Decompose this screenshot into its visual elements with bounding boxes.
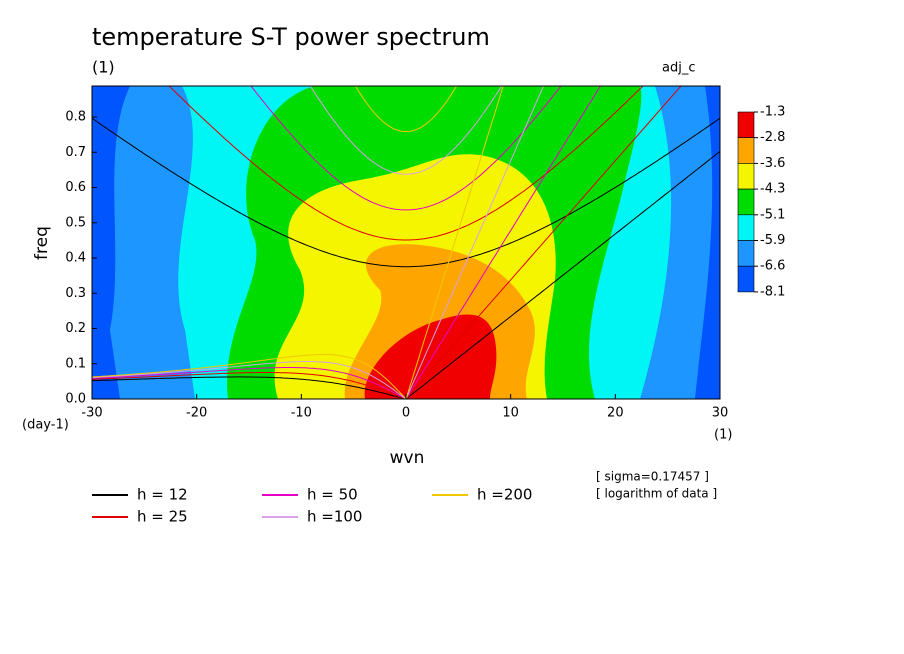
y-unit: (day-1) [22, 418, 69, 433]
x-axis-label: wvn [390, 448, 425, 468]
dispersion-curve [309, 86, 503, 175]
y-axis-label: freq [32, 226, 52, 260]
dispersion-curve [405, 86, 602, 399]
colorbar-label: -3.6 [760, 156, 785, 171]
y-tick-label: 0.1 [65, 356, 86, 371]
colorbar-label: -4.3 [760, 182, 785, 197]
colorbar-label: -5.1 [760, 207, 785, 222]
colorbar-label: -1.3 [760, 105, 785, 120]
overlay: h = 12 h = 25 h = 50 h =100 h =200 -30 -20 -10 0… [65, 85, 785, 526]
dispersion-curve [405, 86, 504, 399]
y-tick-label: 0.4 [65, 251, 86, 266]
chart-subtitle: (1) [92, 58, 115, 77]
legend-label: h =100 [307, 508, 362, 526]
y-tick-label: 0.7 [65, 145, 86, 160]
legend-label: h = 12 [137, 486, 188, 504]
dispersion-curve [92, 367, 407, 399]
y-tick-label: 0.5 [65, 215, 86, 230]
x-tick-label: 30 [712, 406, 729, 421]
colorbar-box [737, 111, 755, 139]
x-tick-label: -20 [186, 406, 207, 421]
y-tick-label: 0.0 [65, 392, 86, 407]
colorbar-box [737, 188, 755, 216]
dispersion-curve [168, 86, 644, 241]
dispersion-curve [405, 86, 545, 399]
note: [ sigma=0.17457 ] [596, 470, 709, 484]
x-tick-label: 0 [402, 406, 410, 421]
legend-label: h =200 [477, 486, 532, 504]
y-tick-label: 0.3 [65, 286, 86, 301]
contour-region [364, 314, 497, 399]
colorbar-label: -2.8 [760, 130, 785, 145]
dispersion-curve [405, 86, 682, 399]
colorbar-box [737, 240, 755, 267]
legend-label: h = 50 [307, 486, 358, 504]
y-tick-label: 0.6 [65, 180, 86, 195]
x-tick-label: -30 [81, 406, 102, 421]
dispersion-curve [92, 353, 407, 399]
colorbar-box [737, 265, 755, 293]
colorbar-box [737, 163, 755, 190]
experiment-label: adj_c [662, 61, 695, 76]
x-tick-label: -10 [291, 406, 312, 421]
legend-label: h = 25 [137, 508, 188, 526]
colorbar-box [737, 137, 755, 164]
y-tick-label: 0.8 [65, 110, 86, 125]
dispersion-curve [92, 372, 407, 399]
dispersion-curve [92, 376, 407, 399]
chart-title: temperature S-T power spectrum [92, 23, 490, 51]
dispersion-curve [354, 86, 458, 133]
note: [ logarithm of data ] [596, 487, 717, 501]
colorbar-box [737, 214, 755, 241]
dispersion-curve [250, 86, 562, 211]
x-unit: (1) [714, 428, 732, 443]
x-tick-label: 20 [607, 406, 624, 421]
colorbar-label: -6.6 [760, 259, 785, 274]
colorbar-label: -8.1 [760, 284, 785, 299]
plot-area [92, 86, 720, 399]
dispersion-curve [405, 151, 720, 399]
y-tick-label: 0.2 [65, 321, 86, 336]
dispersion-curve [92, 361, 407, 399]
x-tick-label: 10 [502, 406, 519, 421]
dispersion-curve [92, 117, 720, 268]
colorbar-label: -5.9 [760, 233, 785, 248]
